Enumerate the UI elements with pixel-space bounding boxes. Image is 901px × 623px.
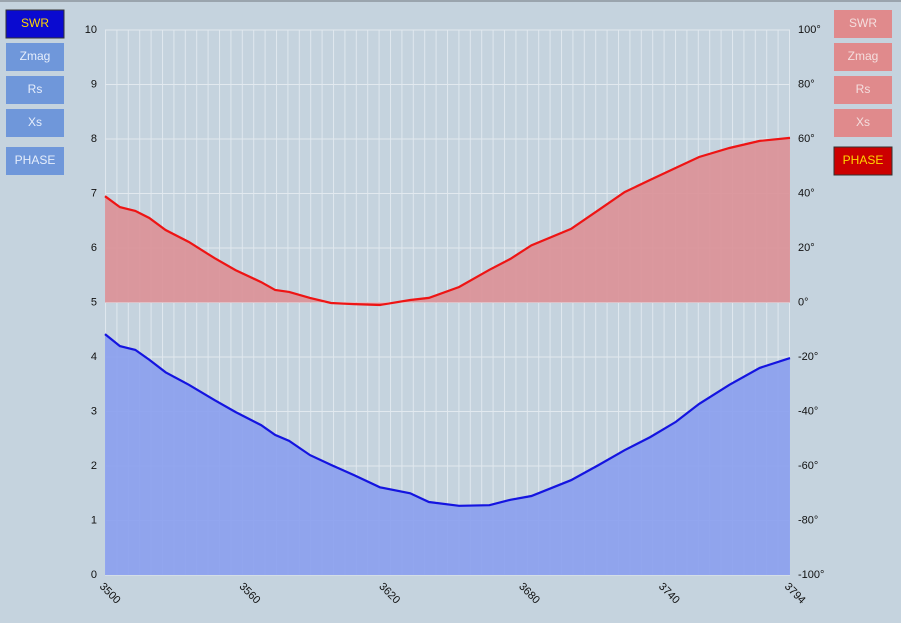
series-line — [104, 136, 791, 307]
button-bg[interactable] — [834, 10, 892, 38]
button-bg[interactable] — [834, 43, 892, 71]
button[interactable]: SWR — [5, 9, 65, 39]
y-tick-label: 7 — [91, 187, 97, 199]
x-tick-label: 3740 — [656, 581, 682, 607]
button[interactable]: Zmag — [834, 43, 892, 71]
button-label[interactable]: PHASE — [843, 153, 884, 167]
areas — [104, 136, 791, 575]
y2-tick-label: 80° — [798, 78, 815, 90]
x-tick-label: 3620 — [376, 581, 402, 607]
y-tick-label: 5 — [91, 296, 97, 308]
button-label[interactable]: Rs — [28, 82, 43, 96]
y-tick-label: 6 — [91, 242, 97, 254]
button[interactable]: Xs — [834, 109, 892, 137]
y2-tick-label: -60° — [798, 460, 818, 472]
button-bg[interactable] — [6, 76, 64, 104]
button-bg[interactable] — [5, 9, 65, 39]
button[interactable]: PHASE — [6, 147, 64, 175]
y2-tick-label: -40° — [798, 405, 818, 417]
button[interactable]: Rs — [834, 76, 892, 104]
y2-tick-label: 100° — [798, 24, 821, 36]
button[interactable]: Rs — [6, 76, 64, 104]
y-tick-label: 8 — [91, 133, 97, 145]
button[interactable]: Xs — [6, 109, 64, 137]
y-tick-label: 4 — [91, 351, 97, 363]
x-tick-label: 3680 — [516, 581, 542, 607]
area-fill — [105, 334, 790, 575]
x-tick-label: 3560 — [237, 581, 263, 607]
button-label[interactable]: Xs — [856, 115, 870, 129]
x-tick-label: 3500 — [97, 581, 123, 607]
button-label[interactable]: SWR — [21, 16, 49, 30]
button[interactable]: Zmag — [6, 43, 64, 71]
y-tick-label: 9 — [91, 78, 97, 90]
y2-tick-label: -20° — [798, 351, 818, 363]
y2-tick-label: 60° — [798, 133, 815, 145]
y-tick-label: 1 — [91, 514, 97, 526]
top-border — [0, 0, 901, 2]
button-label[interactable]: Rs — [856, 82, 871, 96]
button-label[interactable]: Zmag — [848, 49, 879, 63]
button[interactable]: SWR — [834, 10, 892, 38]
y-tick-label: 0 — [91, 569, 97, 581]
button-label[interactable]: Xs — [28, 115, 42, 129]
y-tick-label: 2 — [91, 460, 97, 472]
button[interactable]: PHASE — [833, 146, 893, 176]
y2-tick-label: 40° — [798, 187, 815, 199]
button-label[interactable]: Zmag — [20, 49, 51, 63]
y2-tick-label: -100° — [798, 569, 824, 581]
button-bg[interactable] — [834, 76, 892, 104]
area-fill — [105, 137, 790, 305]
button-bg[interactable] — [834, 109, 892, 137]
y-tick-label: 3 — [91, 405, 97, 417]
y2-tick-label: 0° — [798, 296, 809, 308]
y2-tick-label: 20° — [798, 242, 815, 254]
series-line — [104, 333, 791, 507]
button-bg[interactable] — [833, 146, 893, 176]
button-bg[interactable] — [6, 43, 64, 71]
button-bg[interactable] — [6, 147, 64, 175]
button-label[interactable]: PHASE — [15, 153, 56, 167]
buttons: SWR Zmag Rs Xs PHASE SWR Zmag Rs Xs PHASE — [5, 9, 893, 176]
y-tick-label: 10 — [85, 24, 97, 36]
x-tick-label: 3794 — [782, 581, 808, 607]
button-label[interactable]: SWR — [849, 16, 877, 30]
button-bg[interactable] — [6, 109, 64, 137]
y2-tick-label: -80° — [798, 514, 818, 526]
